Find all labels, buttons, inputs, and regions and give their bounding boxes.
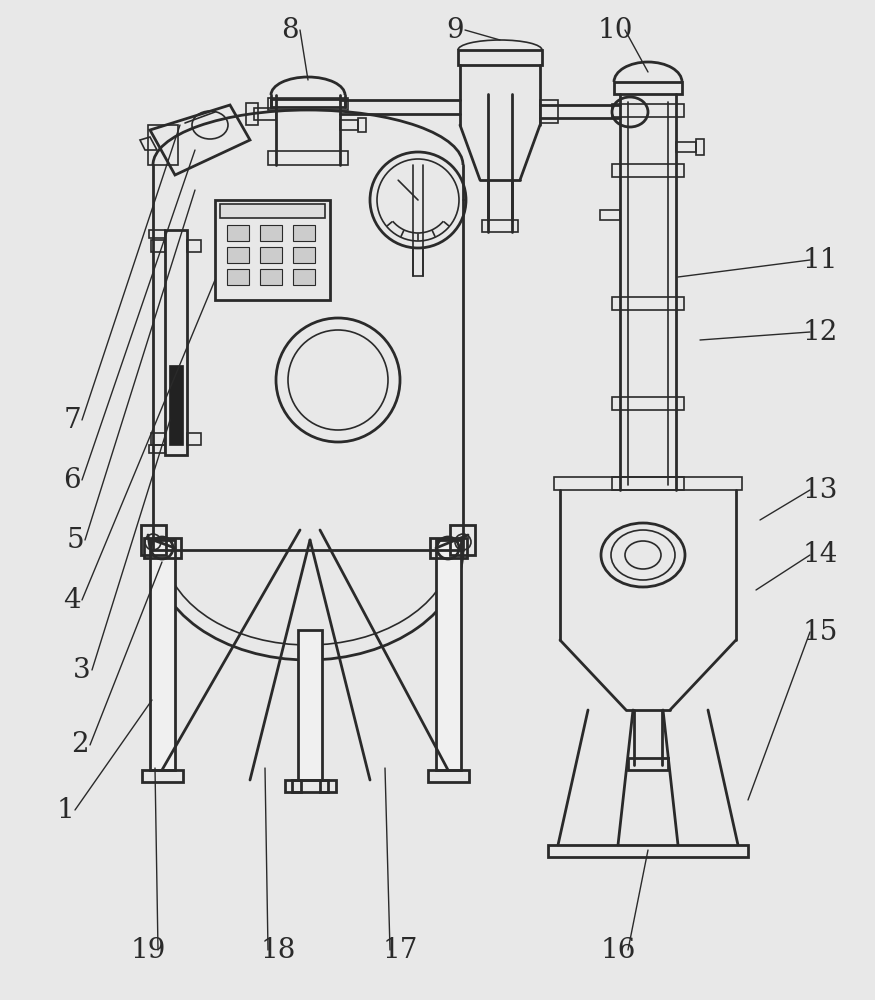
Bar xyxy=(220,204,325,218)
Text: 3: 3 xyxy=(74,656,91,684)
Bar xyxy=(450,525,475,555)
Bar xyxy=(340,120,358,130)
Bar xyxy=(436,540,461,770)
Bar xyxy=(548,845,748,857)
Bar xyxy=(428,770,469,782)
Text: 16: 16 xyxy=(600,936,635,964)
Bar xyxy=(298,630,322,780)
Text: 17: 17 xyxy=(382,936,417,964)
Bar xyxy=(292,780,328,792)
Bar xyxy=(293,247,315,263)
Bar xyxy=(141,525,166,555)
Bar xyxy=(142,770,183,782)
Bar xyxy=(540,100,558,123)
Bar xyxy=(482,220,518,232)
Text: 7: 7 xyxy=(63,406,80,434)
Bar xyxy=(612,164,684,177)
Bar xyxy=(430,538,467,558)
Text: 2: 2 xyxy=(71,732,89,758)
Bar xyxy=(260,225,282,241)
Bar xyxy=(246,103,258,125)
Text: 12: 12 xyxy=(802,318,837,346)
Bar xyxy=(151,433,165,445)
Bar xyxy=(260,247,282,263)
Text: 10: 10 xyxy=(598,16,633,43)
Text: 4: 4 xyxy=(63,586,80,613)
Text: 14: 14 xyxy=(802,542,837,568)
Bar xyxy=(458,50,542,65)
Bar xyxy=(165,230,187,455)
Bar xyxy=(187,240,201,252)
Bar xyxy=(600,210,620,220)
Bar xyxy=(149,445,165,453)
Text: 11: 11 xyxy=(802,246,837,273)
Bar xyxy=(169,365,183,445)
Text: 15: 15 xyxy=(802,618,837,646)
Bar xyxy=(554,477,742,490)
Bar xyxy=(151,240,165,252)
Bar xyxy=(149,230,165,238)
Bar xyxy=(612,397,684,410)
Bar xyxy=(187,433,201,445)
Bar xyxy=(293,225,315,241)
Text: 19: 19 xyxy=(130,936,165,964)
Bar xyxy=(696,139,704,155)
Bar xyxy=(413,248,423,276)
Bar xyxy=(150,540,175,770)
Bar xyxy=(612,104,684,117)
Bar xyxy=(227,247,249,263)
Bar xyxy=(293,269,315,285)
Text: 6: 6 xyxy=(63,466,80,493)
Bar xyxy=(612,297,684,310)
Bar xyxy=(268,98,348,110)
Bar xyxy=(148,125,178,165)
Bar xyxy=(676,142,696,152)
Bar xyxy=(628,758,668,770)
Bar xyxy=(285,780,301,792)
Bar xyxy=(254,108,276,120)
Bar xyxy=(215,200,330,300)
Text: 18: 18 xyxy=(261,936,296,964)
Bar xyxy=(268,151,348,165)
Bar xyxy=(320,780,336,792)
Bar xyxy=(612,477,684,490)
Text: 1: 1 xyxy=(56,796,74,824)
Bar xyxy=(144,538,181,558)
Text: 8: 8 xyxy=(281,16,299,43)
Text: 13: 13 xyxy=(802,477,837,504)
Bar xyxy=(227,225,249,241)
Text: 5: 5 xyxy=(66,526,84,554)
Bar xyxy=(614,82,682,94)
Bar xyxy=(271,99,345,107)
Bar xyxy=(227,269,249,285)
Bar xyxy=(358,118,366,132)
Text: 9: 9 xyxy=(446,16,464,43)
Bar xyxy=(260,269,282,285)
